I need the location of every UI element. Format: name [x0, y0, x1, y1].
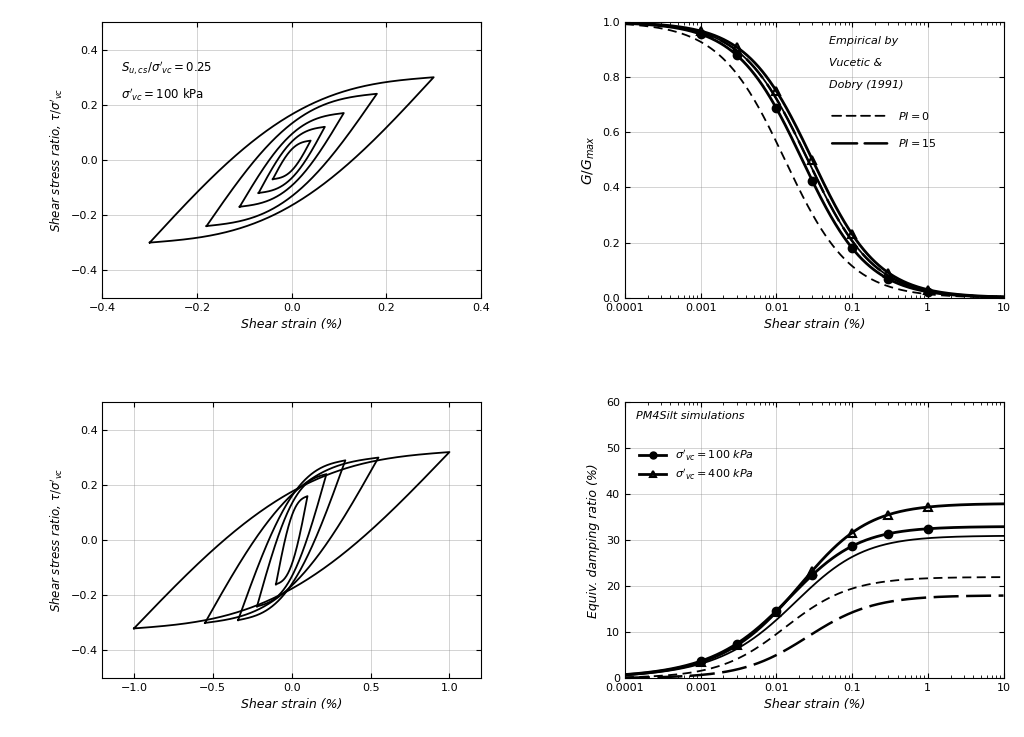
X-axis label: Shear strain (%): Shear strain (%)	[241, 318, 342, 331]
Text: Dobry (1991): Dobry (1991)	[829, 80, 904, 90]
Text: $PI = 0$: $PI = 0$	[897, 110, 930, 122]
Text: $\sigma'_{vc} = 100$ kPa: $\sigma'_{vc} = 100$ kPa	[121, 87, 205, 103]
Legend: $\sigma'_{vc} = 100$ kPa, $\sigma'_{vc} = 400$ kPa: $\sigma'_{vc} = 100$ kPa, $\sigma'_{vc} …	[634, 444, 759, 486]
Y-axis label: Shear stress ratio, $\tau/\sigma'_{vc}$: Shear stress ratio, $\tau/\sigma'_{vc}$	[48, 88, 65, 232]
Text: PM4Silt simulations: PM4Silt simulations	[636, 411, 744, 421]
Text: $PI = 15$: $PI = 15$	[897, 137, 936, 150]
Text: Empirical by: Empirical by	[829, 36, 899, 46]
X-axis label: Shear strain (%): Shear strain (%)	[764, 699, 865, 711]
Text: Vucetic &: Vucetic &	[829, 58, 883, 68]
Y-axis label: $G/G_{max}$: $G/G_{max}$	[581, 135, 597, 185]
Y-axis label: Shear stress ratio, $\tau/\sigma'_{vc}$: Shear stress ratio, $\tau/\sigma'_{vc}$	[48, 468, 65, 612]
X-axis label: Shear strain (%): Shear strain (%)	[764, 318, 865, 331]
Y-axis label: Equiv. damping ratio (%): Equiv. damping ratio (%)	[588, 463, 600, 618]
X-axis label: Shear strain (%): Shear strain (%)	[241, 699, 342, 711]
Text: $S_{u,cs}/\sigma'_{vc} = 0.25$: $S_{u,cs}/\sigma'_{vc} = 0.25$	[121, 59, 213, 77]
